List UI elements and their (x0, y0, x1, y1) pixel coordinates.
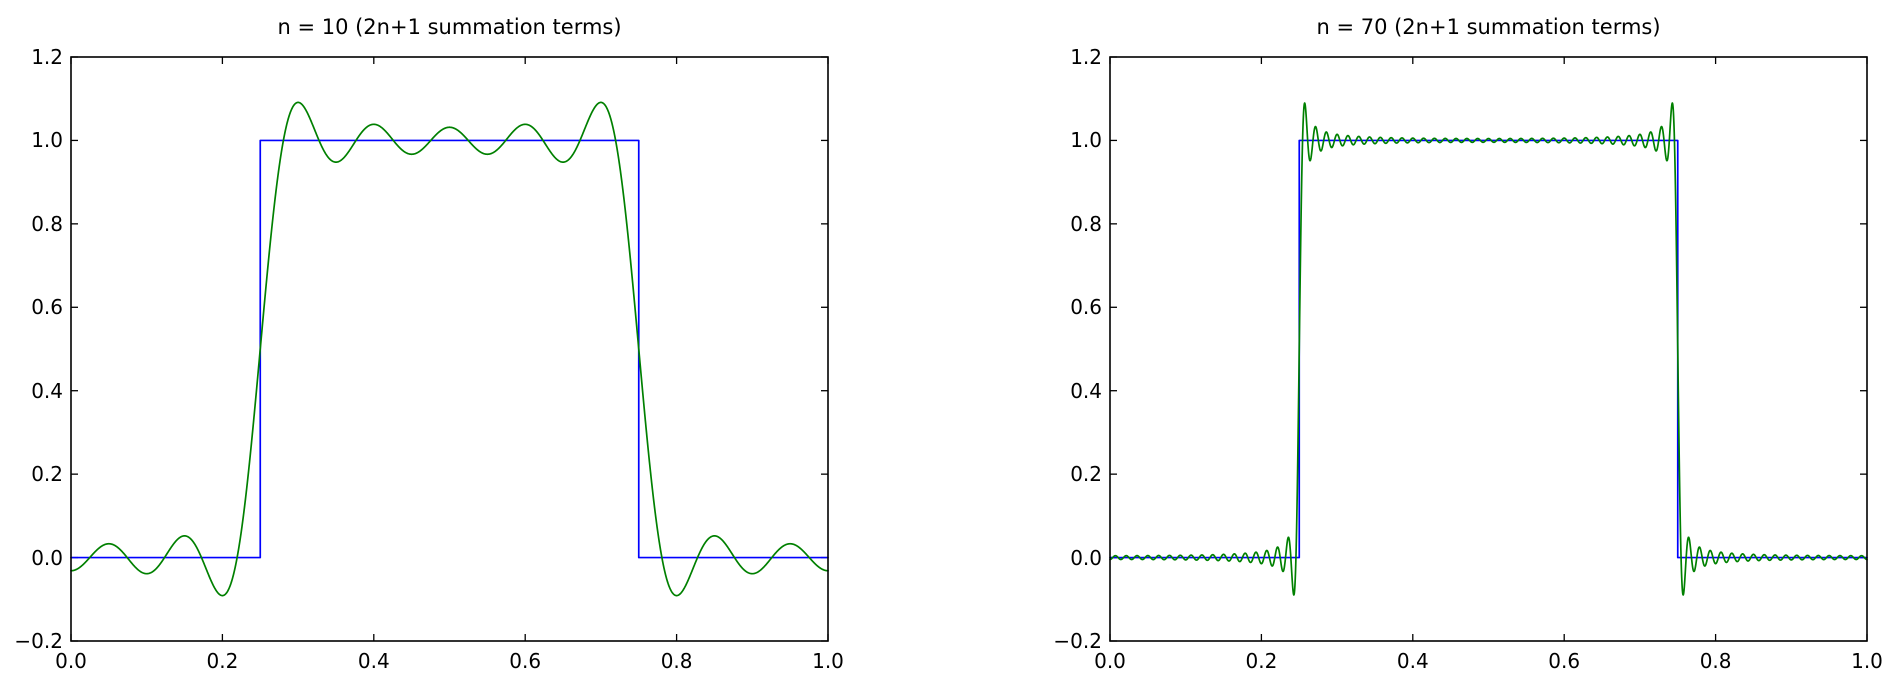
fourier-partial-sum-line (70, 101, 829, 597)
x-tick-label: 0.8 (1699, 649, 1732, 673)
square-wave-line (70, 139, 829, 559)
y-tick-label: −0.2 (1053, 629, 1102, 653)
plot-frame (1109, 56, 1868, 642)
fourier-partial-sum-line (1109, 102, 1868, 596)
x-tick-label: 0.0 (1094, 649, 1126, 673)
y-tick-label: 1.2 (1070, 45, 1102, 69)
x-tick-label: 0.6 (509, 649, 542, 673)
x-tick-label: 0.8 (660, 649, 693, 673)
plot-title: n = 10 (2n+1 summation terms) (277, 15, 622, 39)
y-tick-label: 0.6 (31, 295, 63, 320)
y-tick-label: 1.0 (31, 128, 63, 153)
plot-frame (70, 56, 829, 642)
y-tick-label: 0.0 (31, 545, 63, 570)
x-tick-label: 0.4 (1396, 649, 1429, 673)
x-tick-label: 0.0 (55, 649, 87, 673)
subplot-left: n = 10 (2n+1 summation terms) 0.0 0.2 0.4 0… (14, 15, 843, 673)
y-tick-label: 0.2 (31, 462, 63, 487)
y-tick-label: 0.6 (1070, 295, 1102, 320)
y-tick-label: 0.4 (31, 378, 63, 403)
x-tick-label: 0.2 (206, 649, 239, 673)
axes (1109, 56, 1868, 642)
x-tick-label: 0.6 (1548, 649, 1581, 673)
axes (70, 56, 829, 642)
x-tick-label: 1.0 (1851, 649, 1883, 673)
y-tick-label: 0.0 (1070, 545, 1102, 570)
y-tick-label: 0.8 (31, 211, 63, 236)
y-tick-label: 1.2 (31, 45, 63, 69)
y-tick-label: 0.4 (1070, 378, 1102, 403)
y-tick-label: 1.0 (1070, 128, 1102, 153)
x-tick-label: 0.2 (1245, 649, 1278, 673)
plot-title: n = 70 (2n+1 summation terms) (1316, 15, 1661, 39)
y-tick-label: 0.8 (1070, 211, 1102, 236)
x-tick-label: 1.0 (812, 649, 844, 673)
tick-marks (70, 56, 829, 642)
x-tick-label: 0.4 (357, 649, 390, 673)
y-tick-label: 0.2 (1070, 462, 1102, 487)
y-tick-label: −0.2 (14, 629, 63, 653)
square-wave-line (1109, 139, 1868, 559)
subplot-right: n = 70 (2n+1 summation terms) 0.0 0.2 0.4 0… (1053, 15, 1882, 673)
tick-marks (1109, 56, 1868, 642)
